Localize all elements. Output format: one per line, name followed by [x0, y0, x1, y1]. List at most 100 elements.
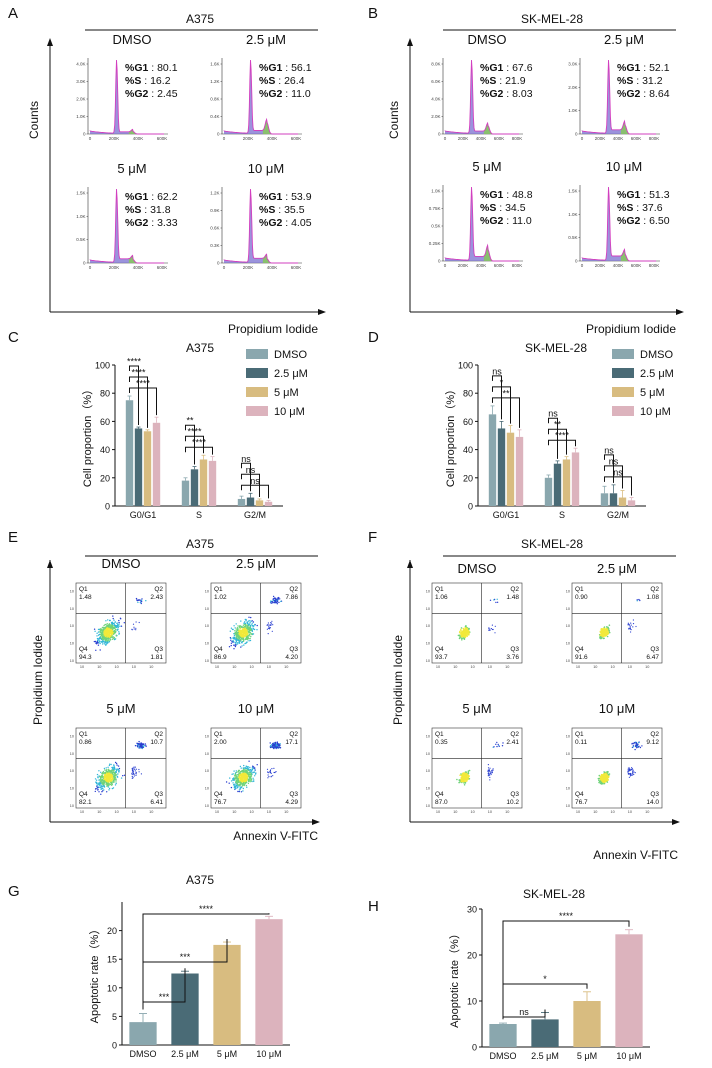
cell-dot	[277, 598, 279, 600]
chart-title: SK-MEL-28	[525, 341, 587, 355]
y-tick-label: 0.5K	[568, 235, 577, 240]
cell-dot	[632, 745, 635, 747]
cell-dot	[236, 776, 238, 778]
cell-dot	[496, 741, 498, 744]
x-tick-label: 400K	[613, 136, 624, 141]
cell-dot	[123, 622, 126, 624]
cell-dot	[253, 780, 255, 783]
cell-dot	[236, 643, 239, 645]
x-tick-label: 10 μM	[616, 1051, 641, 1061]
cell-dot	[604, 629, 607, 631]
cell-dot	[631, 774, 634, 776]
stat-key: %G2	[259, 217, 283, 229]
cell-dot	[629, 628, 632, 630]
y-tick-label: 60	[100, 417, 110, 427]
cell-dot	[248, 771, 250, 774]
log-tick-label: 10	[205, 787, 209, 791]
cell-dot	[234, 777, 236, 779]
cell-dot	[112, 623, 114, 625]
log-tick-label: 10	[249, 810, 253, 814]
y-tick-label: 80	[100, 389, 110, 399]
cell-dot	[103, 633, 106, 636]
y-tick-label: 3.0K	[76, 79, 85, 84]
cell-dot	[278, 744, 280, 747]
cell-dot	[460, 631, 463, 634]
log-tick-label: 10	[70, 804, 74, 808]
cell-dot	[239, 636, 241, 638]
log-tick-label: 10	[628, 665, 632, 669]
cell-dot	[606, 632, 608, 635]
cell-dot	[272, 744, 274, 747]
cell-dot	[101, 626, 104, 629]
cell-dot	[241, 645, 243, 647]
x-tick-label: 600K	[494, 136, 505, 141]
cell-dot	[140, 773, 142, 775]
cell-dot	[106, 772, 108, 774]
log-tick-label: 10	[505, 665, 509, 669]
quadrant-label-q3: Q3	[289, 791, 298, 798]
cell-dot	[133, 626, 135, 628]
cell-dot	[460, 627, 463, 629]
quadrant-label-q4: Q4	[575, 791, 584, 798]
cell-dot	[108, 626, 110, 628]
cell-dot	[602, 781, 604, 783]
cell-dot	[489, 772, 491, 775]
cell-dot	[462, 637, 464, 640]
cell-dot	[461, 630, 463, 633]
y-tick-label: 0.5K	[76, 237, 85, 242]
quadrant-label-q3: Q3	[510, 791, 519, 798]
cell-dot	[117, 765, 120, 767]
cell-dot	[100, 778, 102, 781]
x-tick-label: 0	[223, 265, 226, 270]
panel-label-B: B	[368, 5, 378, 22]
cell-dot	[641, 745, 643, 747]
cell-dot	[115, 771, 117, 773]
cell-dot	[254, 775, 256, 777]
cell-dot	[271, 745, 273, 748]
cell-dot	[113, 626, 115, 628]
cell-dot	[606, 628, 609, 630]
cell-dot	[112, 615, 114, 617]
cell-dot	[238, 789, 241, 791]
cell-dot	[464, 636, 467, 639]
x-tick-label: DMSO	[130, 1049, 157, 1059]
cell-dot	[145, 744, 147, 746]
stat-g1: %G1 : 67.6	[480, 62, 533, 74]
quadrant-label-q1: Q1	[214, 586, 223, 593]
cell-dot	[237, 625, 239, 627]
log-tick-label: 10	[566, 642, 570, 646]
cell-dot	[244, 778, 246, 780]
y-tick-label: 6.0K	[431, 79, 440, 84]
cell-dot	[492, 768, 494, 770]
cell-dot	[115, 626, 118, 629]
cell-dot	[107, 766, 109, 768]
cell-dot	[489, 629, 491, 631]
cell-dot	[466, 775, 468, 777]
log-tick-label: 10	[566, 734, 570, 738]
cell-dot	[104, 643, 106, 645]
y-tick-label: 0	[438, 132, 441, 137]
cell-dot	[102, 636, 105, 639]
cell-dot	[249, 779, 251, 781]
cell-dot	[488, 627, 490, 629]
cell-dot	[602, 630, 605, 633]
quadrant-value-q2: 1.08	[646, 594, 659, 601]
stat-value: : 8.03	[503, 88, 532, 100]
y-tick-label: 5	[112, 1012, 117, 1022]
cell-dot	[105, 775, 108, 777]
cell-dot	[465, 625, 467, 627]
legend-swatch	[246, 387, 268, 397]
cell-dot	[140, 744, 142, 747]
stat-s: %S : 26.4	[259, 75, 305, 87]
quadrant-value-q4: 91.6	[575, 654, 588, 661]
cell-dot	[238, 776, 240, 779]
stat-value: : 34.5	[496, 202, 525, 214]
cell-dot	[488, 769, 490, 771]
cell-dot	[238, 626, 240, 628]
cell-dot	[249, 769, 251, 771]
log-tick-label: 10	[453, 665, 457, 669]
cell-dot	[275, 771, 277, 773]
cell-dot	[630, 769, 632, 771]
log-tick-label: 10	[566, 589, 570, 593]
cell-dot	[104, 635, 107, 637]
